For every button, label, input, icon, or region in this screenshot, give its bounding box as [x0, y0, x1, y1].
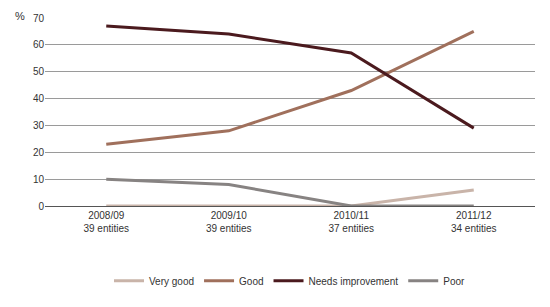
svg-text:Poor: Poor	[443, 276, 465, 287]
svg-text:30: 30	[33, 120, 45, 131]
svg-text:60: 60	[33, 39, 45, 50]
svg-text:2011/1234 entities: 2011/1234 entities	[451, 210, 497, 234]
svg-text:Very good: Very good	[149, 276, 194, 287]
svg-text:2010/1137 entities: 2010/1137 entities	[328, 210, 374, 234]
svg-text:Needs improvement: Needs improvement	[309, 276, 399, 287]
svg-text:40: 40	[33, 93, 45, 104]
svg-text:2008/0939 entities: 2008/0939 entities	[83, 210, 129, 234]
svg-text:2009/1039 entities: 2009/1039 entities	[206, 210, 252, 234]
svg-text:50: 50	[33, 66, 45, 77]
svg-text:20: 20	[33, 147, 45, 158]
svg-text:70: 70	[33, 13, 45, 24]
svg-text:10: 10	[33, 174, 45, 185]
svg-text:Good: Good	[239, 276, 263, 287]
svg-text:%: %	[15, 10, 25, 22]
svg-text:0: 0	[38, 201, 44, 212]
